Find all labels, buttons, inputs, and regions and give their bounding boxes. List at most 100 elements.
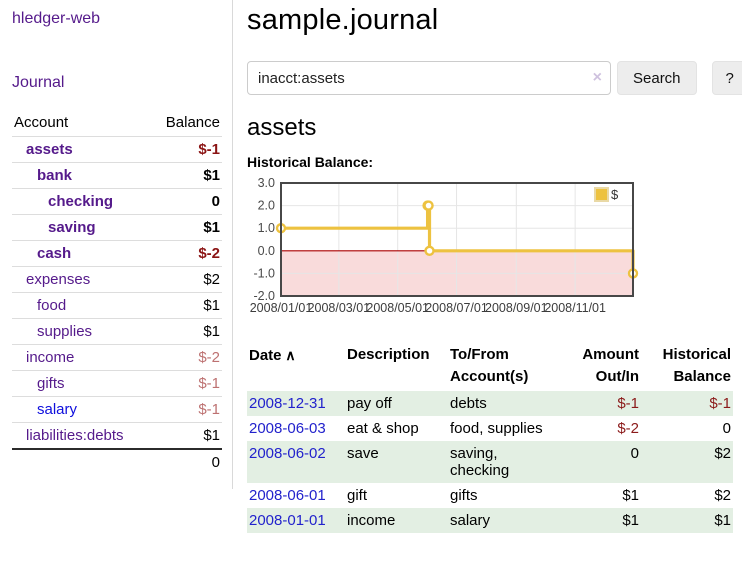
account-balance: $2 — [149, 266, 222, 293]
svg-text:3.0: 3.0 — [258, 177, 275, 190]
transaction-description: save — [345, 441, 448, 483]
accounts-header-account: Account — [14, 114, 69, 131]
account-balance: $-2 — [149, 240, 222, 267]
svg-text:2008/07/01: 2008/07/01 — [425, 301, 488, 315]
svg-text:2008/01/01: 2008/01/01 — [250, 301, 313, 315]
transaction-date-link[interactable]: 2008-06-01 — [249, 487, 326, 504]
transaction-date-link[interactable]: 2008-06-02 — [249, 445, 326, 462]
transaction-balance: $-1 — [641, 391, 733, 416]
account-row: assets $-1 — [12, 136, 222, 163]
svg-text:0.0: 0.0 — [258, 244, 275, 258]
account-link-saving[interactable]: saving — [48, 219, 96, 236]
account-balance: $1 — [149, 318, 222, 345]
transaction-balance: 0 — [722, 420, 731, 437]
account-balance: 0 — [149, 188, 222, 215]
account-link-food[interactable]: food — [37, 297, 67, 314]
register-header-historical: Historical Balance — [662, 346, 731, 385]
transaction-row: 2008-06-03 eat & shop food, supplies $-2 0 — [247, 416, 733, 441]
account-link-salary[interactable]: salary — [37, 401, 78, 418]
transaction-balance: $2 — [714, 487, 731, 504]
account-link-checking[interactable]: checking — [48, 193, 114, 210]
account-row: cash $-2 — [12, 240, 222, 267]
account-balance: $-1 — [149, 136, 222, 163]
search-input[interactable] — [247, 61, 611, 95]
account-balance: $-1 — [149, 370, 222, 397]
svg-text:2008/05/01: 2008/05/01 — [366, 301, 429, 315]
account-row: food $1 — [12, 292, 222, 319]
transaction-description: eat & shop — [347, 420, 419, 437]
account-balance: $1 — [149, 422, 222, 449]
account-row: salary $-1 — [12, 396, 222, 423]
account-row: liabilities:debts $1 — [12, 422, 222, 449]
svg-text:2.0: 2.0 — [258, 199, 275, 213]
account-balance: $1 — [149, 292, 222, 319]
balance-chart[interactable]: $3.0 2.0 1.0 0.0 -1.0 -2.0 2008/01/01 2008/03/0… — [247, 176, 647, 323]
account-link-cash[interactable]: cash — [37, 245, 72, 262]
svg-text:2008/11/01: 2008/11/01 — [544, 301, 606, 315]
app-layout: hledger-web Journal Account Balance asse… — [0, 0, 742, 533]
accounts-total-spacer — [12, 448, 150, 475]
transaction-amount: 0 — [559, 441, 641, 483]
main-content: sample.journal × Search ? assets Histori… — [233, 0, 742, 533]
svg-text:$: $ — [611, 187, 619, 202]
account-row: saving $1 — [12, 214, 222, 241]
clear-search-icon[interactable]: × — [592, 69, 602, 86]
account-row: supplies $1 — [12, 318, 222, 345]
transaction-amount: $-2 — [617, 420, 639, 437]
account-balance: $1 — [149, 214, 222, 241]
search-row: × Search ? — [247, 61, 742, 95]
transaction-accounts: food, supplies — [450, 420, 543, 437]
account-balance: $1 — [149, 162, 222, 189]
accounts-total-value: 0 — [149, 448, 222, 475]
register-header-date[interactable]: Date ∧ — [249, 347, 296, 364]
account-row: income $-2 — [12, 344, 222, 371]
transaction-amount: $1 — [559, 508, 641, 533]
account-link-liabilities-debts[interactable]: liabilities:debts — [26, 427, 124, 444]
transaction-amount: $-1 — [559, 391, 641, 416]
register-header-amount: Amount Out/In — [582, 346, 639, 385]
accounts-total-row: 0 — [12, 448, 222, 475]
transaction-description: gift — [347, 487, 368, 504]
account-link-assets[interactable]: assets — [26, 141, 73, 158]
transaction-balance: $1 — [641, 508, 733, 533]
register-table: Date ∧ Description To/From Account(s) Amount… — [247, 342, 733, 533]
svg-text:1.0: 1.0 — [258, 221, 275, 235]
transaction-date-link[interactable]: 2008-12-31 — [249, 395, 326, 412]
help-button[interactable]: ? — [711, 61, 742, 95]
account-balance: $-2 — [149, 344, 222, 371]
transaction-description: pay off — [345, 391, 448, 416]
account-link-expenses[interactable]: expenses — [26, 271, 91, 288]
transaction-row: 2008-01-01 income salary $1 $1 — [247, 508, 733, 533]
svg-text:2008/09/01: 2008/09/01 — [485, 301, 548, 315]
transaction-accounts: salary — [448, 508, 559, 533]
transaction-balance: $2 — [641, 441, 733, 483]
account-link-income[interactable]: income — [26, 349, 75, 366]
transaction-date-link[interactable]: 2008-01-01 — [249, 512, 326, 529]
account-link-gifts[interactable]: gifts — [37, 375, 65, 392]
account-row: expenses $2 — [12, 266, 222, 293]
transaction-description: income — [345, 508, 448, 533]
accounts-table: Account Balance assets $-1 bank $1 checking 0… — [12, 110, 222, 475]
sidebar: hledger-web Journal Account Balance asse… — [0, 0, 233, 489]
transaction-row: 2008-06-01 gift gifts $1 $2 — [247, 483, 733, 508]
account-balance: $-1 — [149, 396, 222, 423]
transaction-row: 2008-12-31 pay off debts $-1 $-1 — [247, 391, 733, 416]
register-header-to-from: To/From Account(s) — [450, 346, 529, 385]
page-title: sample.journal — [247, 4, 439, 36]
transaction-amount: $1 — [622, 487, 639, 504]
chart-section-label: Historical Balance: — [247, 154, 374, 170]
account-link-bank[interactable]: bank — [37, 167, 73, 184]
transaction-row: 2008-06-02 save saving, checking 0 $2 — [247, 441, 733, 483]
svg-text:-1.0: -1.0 — [253, 266, 275, 280]
transaction-accounts: saving, checking — [448, 441, 559, 483]
transaction-date-link[interactable]: 2008-06-03 — [249, 420, 326, 437]
transaction-accounts: gifts — [450, 487, 478, 504]
account-row: bank $1 — [12, 162, 222, 189]
sort-ascending-icon[interactable]: ∧ — [281, 347, 296, 363]
app-title-link[interactable]: hledger-web — [12, 10, 101, 27]
search-button[interactable]: Search — [617, 61, 697, 95]
svg-text:-2.0: -2.0 — [253, 289, 275, 303]
transaction-accounts: debts — [448, 391, 559, 416]
sidebar-item-journal[interactable]: Journal — [12, 74, 65, 91]
account-link-supplies[interactable]: supplies — [37, 323, 93, 340]
